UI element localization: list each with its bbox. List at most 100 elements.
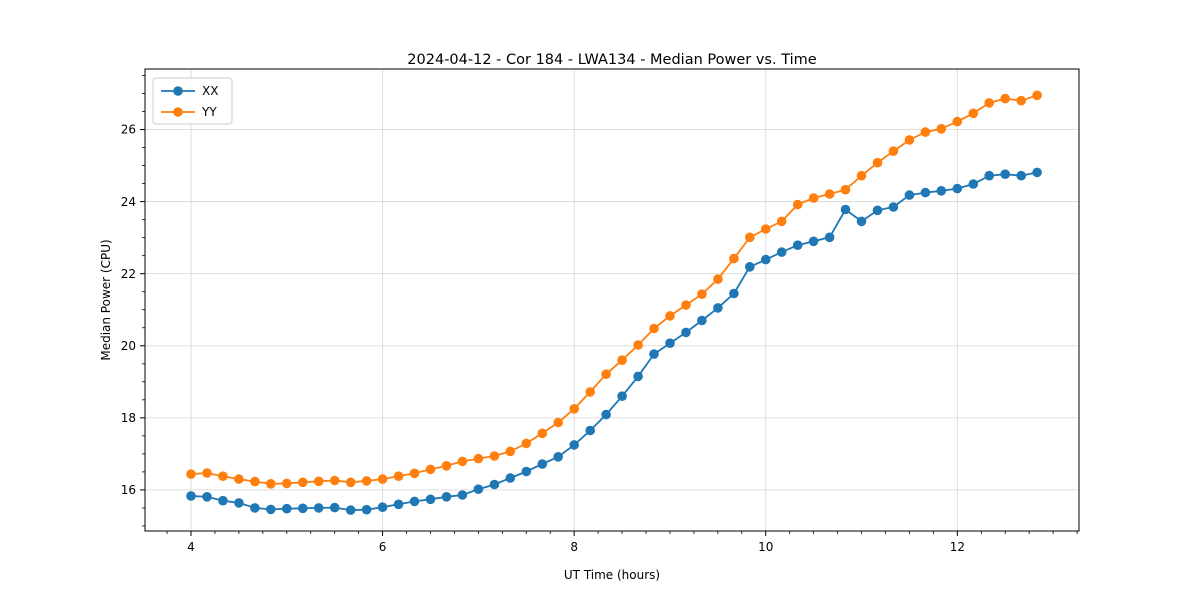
grid-lines <box>145 69 1079 531</box>
series-yy-marker <box>345 477 356 488</box>
series-xx-marker <box>920 187 931 198</box>
series-xx <box>186 167 1042 515</box>
series-xx-marker <box>697 315 707 326</box>
x-axis-label: UT Time (hours) <box>564 568 660 582</box>
series-yy-marker <box>377 474 388 484</box>
series-yy-marker <box>329 475 340 486</box>
series-xx-marker <box>904 190 915 200</box>
axis-ticks: 4 6 8 10 12 16 18 20 22 24 26 <box>121 75 1078 554</box>
series-yy-marker <box>904 135 915 145</box>
series-xx-marker <box>186 491 196 501</box>
series-yy-marker <box>393 471 404 482</box>
series-xx-marker <box>968 179 979 189</box>
series-xx-marker <box>888 202 899 212</box>
plot-frame <box>144 68 1080 532</box>
series-yy-marker <box>569 404 579 414</box>
series-yy-marker <box>840 184 851 195</box>
series-yy-marker <box>824 189 835 199</box>
chart-title: 2024-04-12 - Cor 184 - LWA134 - Median P… <box>407 52 816 68</box>
series-yy-marker <box>936 124 947 134</box>
series-yy-marker <box>1000 93 1010 104</box>
series-xx-marker <box>409 496 420 507</box>
series-yy-marker <box>282 478 292 489</box>
series-yy-marker <box>298 477 308 488</box>
series-xx-marker <box>457 490 468 500</box>
series-yy-marker <box>872 157 883 168</box>
y-tick-label: 20 <box>121 339 136 353</box>
series-xx-marker <box>218 495 228 506</box>
series-xx-marker <box>617 391 627 402</box>
y-tick-label: 22 <box>121 267 136 281</box>
series-yy-marker <box>553 417 563 428</box>
series-yy-marker <box>521 438 532 449</box>
series-yy-marker <box>1016 95 1026 106</box>
series-yy-marker <box>856 170 867 181</box>
series-xx-marker <box>393 499 404 510</box>
series-xx-marker <box>505 473 516 483</box>
series-xx-marker <box>936 186 947 196</box>
series-xx-marker <box>377 502 388 512</box>
x-tick-label: 12 <box>950 540 965 554</box>
series-yy-marker <box>697 289 707 300</box>
series-xx-marker <box>553 452 563 462</box>
series-yy-marker <box>457 456 468 467</box>
series-xx-marker <box>761 254 771 265</box>
legend: XX YY <box>152 77 233 125</box>
x-tick-label: 4 <box>187 540 195 554</box>
series-xx-marker <box>840 204 851 215</box>
series-yy-marker <box>633 340 643 350</box>
series-yy-marker <box>776 216 787 227</box>
x-tick-label: 6 <box>379 540 387 554</box>
series-xx-marker <box>601 409 611 420</box>
series-yy-marker <box>745 232 755 243</box>
y-axis-label: Median Power (CPU) <box>99 239 113 360</box>
series-xx-marker <box>298 503 308 514</box>
series-xx-marker <box>1000 169 1010 179</box>
series-yy-marker <box>601 369 611 380</box>
series-xx-marker <box>808 236 819 247</box>
series-yy-marker <box>202 468 212 478</box>
series-xx-marker <box>202 492 212 502</box>
series-xx-marker <box>1032 167 1042 178</box>
series-xx-marker <box>489 479 500 490</box>
series-yy-marker <box>984 98 994 108</box>
series-yy-line <box>190 94 1038 485</box>
series-xx-marker <box>282 503 292 514</box>
y-tick-label: 26 <box>121 123 136 137</box>
series-xx-marker <box>585 425 595 436</box>
series-xx-marker <box>856 216 867 227</box>
data-series <box>186 90 1042 515</box>
y-tick-label: 18 <box>121 411 136 425</box>
legend-box <box>152 77 233 125</box>
series-xx-marker <box>250 503 260 513</box>
series-yy-marker <box>505 446 516 457</box>
series-yy-marker <box>409 468 420 479</box>
series-yy-marker <box>537 428 548 439</box>
series-xx-marker <box>425 494 436 505</box>
series-yy-marker <box>649 323 659 334</box>
series-xx-marker <box>234 498 244 508</box>
series-yy-marker <box>425 464 436 475</box>
series-xx-marker <box>633 371 643 382</box>
series-xx-marker <box>313 503 324 513</box>
series-yy-marker <box>681 300 691 310</box>
series-xx-marker <box>361 504 372 515</box>
series-yy-marker <box>952 116 963 127</box>
series-yy-marker <box>266 479 276 489</box>
series-xx-marker <box>441 492 452 502</box>
series-yy-marker <box>585 387 595 397</box>
series-yy <box>186 90 1042 489</box>
series-xx-marker <box>569 440 579 450</box>
series-yy-marker <box>313 476 324 487</box>
series-xx-marker <box>776 247 787 257</box>
series-xx-marker <box>872 205 883 216</box>
series-xx-marker <box>745 262 755 272</box>
series-xx-marker <box>521 466 532 477</box>
series-xx-marker <box>665 338 675 349</box>
x-tick-label: 8 <box>570 540 578 554</box>
legend-marker-yy <box>173 107 183 117</box>
series-xx-marker <box>473 484 484 495</box>
series-yy-marker <box>1032 90 1042 101</box>
series-yy-marker <box>441 461 452 471</box>
series-yy-marker <box>665 311 675 321</box>
